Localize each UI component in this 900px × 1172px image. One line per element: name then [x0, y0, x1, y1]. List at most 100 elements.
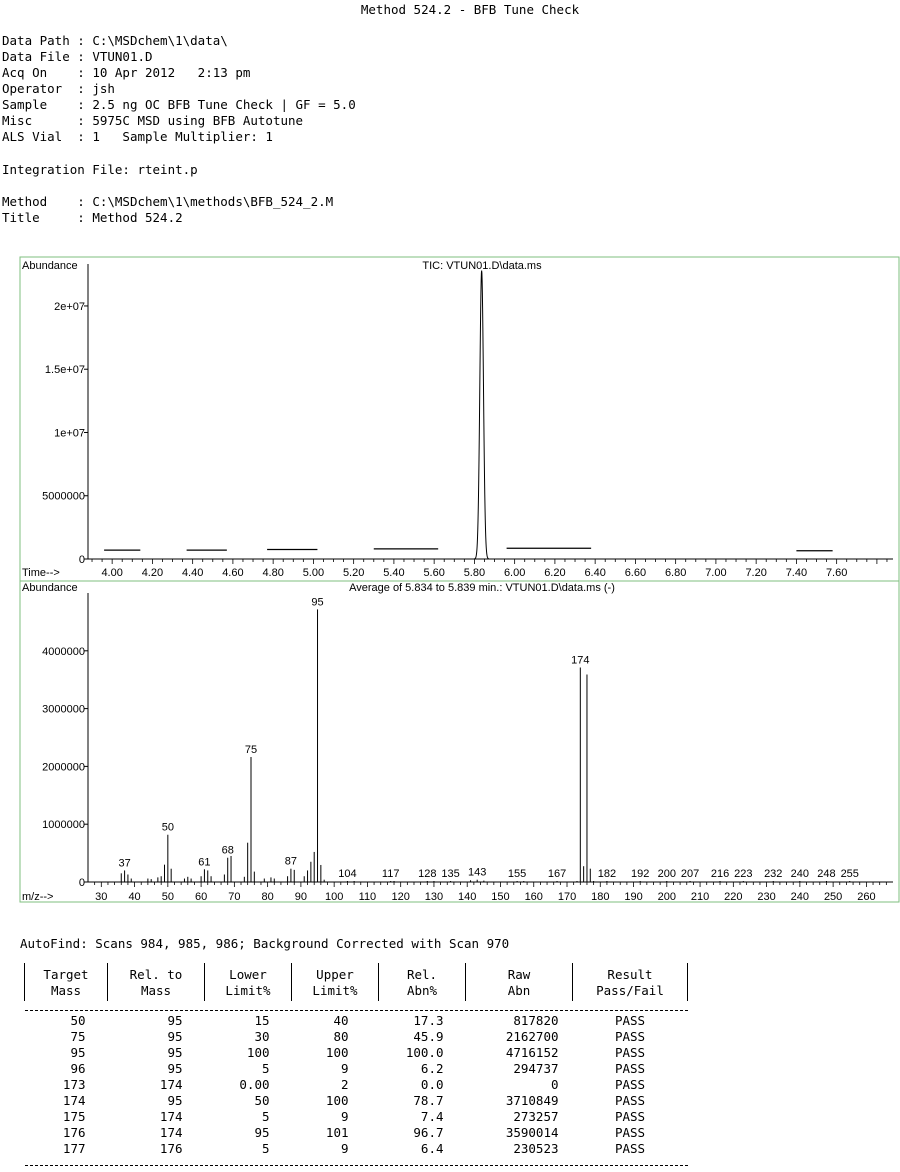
header-line-value: 2.5 ng OC BFB Tune Check | GF = 5.0 — [92, 97, 356, 112]
column-header-line: Limit% — [312, 983, 358, 998]
ms-x-tick-label: 90 — [295, 891, 307, 903]
ms-peak-label: 155 — [508, 868, 526, 880]
tic-peak — [474, 270, 490, 560]
ms-peak-label: 216 — [711, 868, 729, 880]
table-cell: 9 — [340, 1109, 349, 1124]
mass-spectrum-chart: Abundance Average of 5.834 to 5.839 min.:… — [22, 582, 893, 903]
table-cell: 173 — [62, 1077, 86, 1092]
column-header: Rel. Abn% — [378, 963, 466, 1001]
table-separator-top — [24, 1001, 688, 1013]
ms-peak-label: 255 — [841, 868, 859, 880]
ms-y-tick-label: 2000000 — [42, 761, 85, 773]
ms-peak-label: 68 — [222, 845, 234, 857]
ms-peak-label: 50 — [162, 822, 174, 834]
column-header: Target Mass — [24, 963, 108, 1001]
table-cell: PASS — [614, 1061, 646, 1076]
tic-y-tick-label: 2e+07 — [54, 301, 85, 313]
table-row: 177 176 5 9 6.4 230523 PASS — [25, 1141, 688, 1157]
table-cell: 0.0 — [420, 1077, 444, 1092]
ms-peak-label: 240 — [791, 868, 809, 880]
table-cell: 273257 — [513, 1109, 559, 1124]
ms-x-tick-label: 230 — [757, 891, 775, 903]
table-cell: 5 — [261, 1141, 270, 1156]
tic-chart-frame — [19, 256, 900, 582]
ms-peak-label: 95 — [311, 596, 323, 608]
column-header-line: Mass — [50, 983, 82, 998]
table-row: 175 174 5 9 7.4 273257 PASS — [25, 1109, 688, 1125]
ms-x-tick-label: 170 — [558, 891, 576, 903]
ms-x-tick-label: 30 — [95, 891, 107, 903]
table-cell: PASS — [614, 1045, 646, 1060]
integration-file: Integration File: rteint.p — [2, 162, 198, 177]
tic-x-tick-label: 4.40 — [182, 567, 203, 579]
table-cell: 177 — [62, 1141, 86, 1156]
table-cell: 95 — [167, 1029, 183, 1044]
table-cell: 96.7 — [413, 1125, 444, 1140]
method-line: Method : C:\MSDchem\1\methods\BFB_524_2.… — [2, 194, 334, 209]
ms-peak-label: 232 — [764, 868, 782, 880]
ms-x-tick-label: 210 — [691, 891, 709, 903]
table-cell: 174 — [159, 1109, 183, 1124]
table-cell: PASS — [614, 1109, 646, 1124]
header-line-key: Misc — [2, 113, 78, 128]
table-cell: PASS — [614, 1029, 646, 1044]
table-cell: PASS — [614, 1141, 646, 1156]
header-line: Misc : 5975C MSD using BFB Autotune — [2, 113, 304, 128]
table-row: 173 174 0.00 2 0.0 0 PASS — [25, 1077, 688, 1093]
table-cell: 4716152 — [505, 1045, 559, 1060]
table-cell: 176 — [62, 1125, 86, 1140]
table-cell: 6.4 — [420, 1141, 444, 1156]
table-body: 50 95 15 40 17.3 817820 PASS 75 95 30 80 45.9 216270… — [24, 1001, 688, 1169]
tic-x-tick-label: 6.20 — [544, 567, 565, 579]
ms-peak-label: 128 — [418, 868, 436, 880]
header-line-key: Data File — [2, 49, 78, 64]
ms-ylabel: Abundance — [22, 582, 78, 594]
tic-x-tick-label: 5.80 — [464, 567, 485, 579]
tic-x-tick-label: 5.40 — [383, 567, 404, 579]
ms-peak-label: 75 — [245, 744, 257, 756]
column-header-line: Mass — [140, 983, 172, 998]
table-cell: 2162700 — [505, 1029, 559, 1044]
ms-peak-label: 207 — [681, 868, 699, 880]
table-cell: 78.7 — [413, 1093, 444, 1108]
ms-peak-label: 143 — [468, 867, 486, 879]
charts-panel: Abundance TIC: VTUN01.D\data.ms Time--> 0 50… — [19, 256, 900, 903]
header-line-value: 1 Sample Multiplier: 1 — [92, 129, 273, 144]
column-header-line: Lower — [229, 967, 267, 982]
column-header-line: Upper — [316, 967, 354, 982]
tic-y-tick-label: 1e+07 — [54, 427, 85, 439]
table-cell: 15 — [254, 1013, 270, 1028]
table-cell: 0 — [550, 1077, 559, 1092]
table-cell: 7.4 — [420, 1109, 444, 1124]
tic-x-tick-label: 4.80 — [262, 567, 283, 579]
ms-x-tick-label: 180 — [591, 891, 609, 903]
tic-title: TIC: VTUN01.D\data.ms — [422, 260, 542, 272]
ms-peak-label: 200 — [658, 868, 676, 880]
column-header: Lower Limit% — [204, 963, 292, 1001]
ms-x-tick-label: 190 — [624, 891, 642, 903]
table-header-row: Target Mass Rel. to Mass Lower Limit% Upper Lim… — [24, 963, 688, 1001]
table-cell: 75 — [70, 1029, 86, 1044]
ms-x-tick-label: 70 — [228, 891, 240, 903]
header-line-value: VTUN01.D — [92, 49, 153, 64]
table-cell: PASS — [614, 1125, 646, 1140]
ms-x-tick-label: 40 — [128, 891, 140, 903]
table-cell: 176 — [159, 1141, 183, 1156]
tic-x-tick-label: 4.20 — [142, 567, 163, 579]
table-cell: 175 — [62, 1109, 86, 1124]
ms-peak-label: 192 — [631, 868, 649, 880]
ms-x-tick-label: 60 — [195, 891, 207, 903]
ms-x-tick-label: 220 — [724, 891, 742, 903]
header-line-key: ALS Vial — [2, 129, 78, 144]
header-line-key: Data Path — [2, 33, 78, 48]
header-line: Data Path : C:\MSDchem\1\data\ — [2, 33, 228, 48]
tic-y-tick-label: 1.5e+07 — [45, 364, 85, 376]
tic-x-tick-label: 6.40 — [584, 567, 605, 579]
table-separator-bottom — [24, 1157, 688, 1169]
ms-x-tick-label: 200 — [658, 891, 676, 903]
ms-xlabel: m/z--> — [22, 891, 53, 903]
tic-ylabel: Abundance — [22, 260, 78, 272]
table-cell: 50 — [70, 1013, 86, 1028]
table-cell: 95 — [70, 1045, 86, 1060]
ms-peak-label: 223 — [734, 868, 752, 880]
